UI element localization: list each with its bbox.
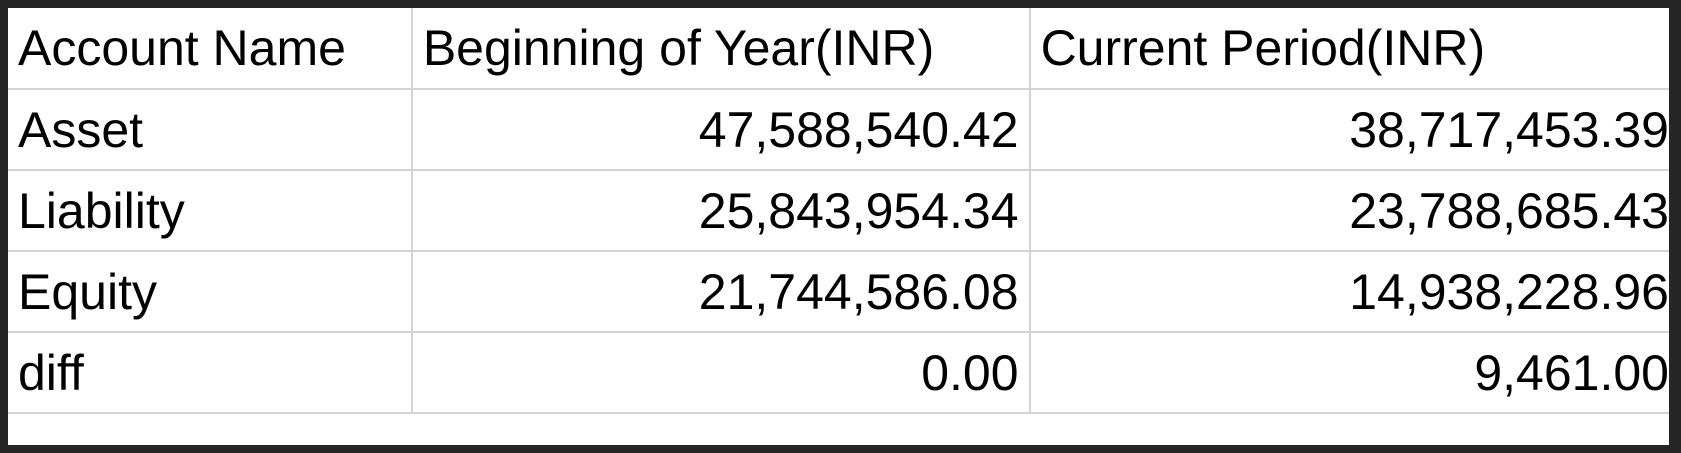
header-beginning-of-year[interactable]: Beginning of Year(INR)	[411, 8, 1031, 90]
table-row: Asset 47,588,540.42 38,717,453.39	[8, 89, 1681, 171]
cell-account-name[interactable]: diff	[8, 332, 413, 414]
right-border	[1669, 8, 1681, 445]
header-current-period[interactable]: Current Period(INR)	[1029, 8, 1681, 90]
cell-beginning-value[interactable]: 25,843,954.34	[411, 170, 1031, 252]
cell-account-name[interactable]: Equity	[8, 251, 413, 333]
table-row: Equity 21,744,586.08 14,938,228.96	[8, 251, 1681, 333]
cell-current-value[interactable]: 9,461.00	[1029, 332, 1681, 414]
table-row: Liability 25,843,954.34 23,788,685.43	[8, 170, 1681, 252]
header-account-name[interactable]: Account Name	[8, 8, 413, 90]
cell-beginning-value[interactable]: 21,744,586.08	[411, 251, 1031, 333]
cell-account-name[interactable]: Asset	[8, 89, 413, 171]
cell-account-name[interactable]: Liability	[8, 170, 413, 252]
cell-current-value[interactable]: 14,938,228.96	[1029, 251, 1681, 333]
cell-beginning-value[interactable]: 47,588,540.42	[411, 89, 1031, 171]
header-row: Account Name Beginning of Year(INR) Curr…	[8, 8, 1681, 90]
table-row: diff 0.00 9,461.00	[8, 332, 1681, 414]
balance-table: Account Name Beginning of Year(INR) Curr…	[8, 8, 1681, 414]
cell-current-value[interactable]: 38,717,453.39	[1029, 89, 1681, 171]
spreadsheet-view: Account Name Beginning of Year(INR) Curr…	[8, 8, 1681, 445]
cell-current-value[interactable]: 23,788,685.43	[1029, 170, 1681, 252]
cell-beginning-value[interactable]: 0.00	[411, 332, 1031, 414]
